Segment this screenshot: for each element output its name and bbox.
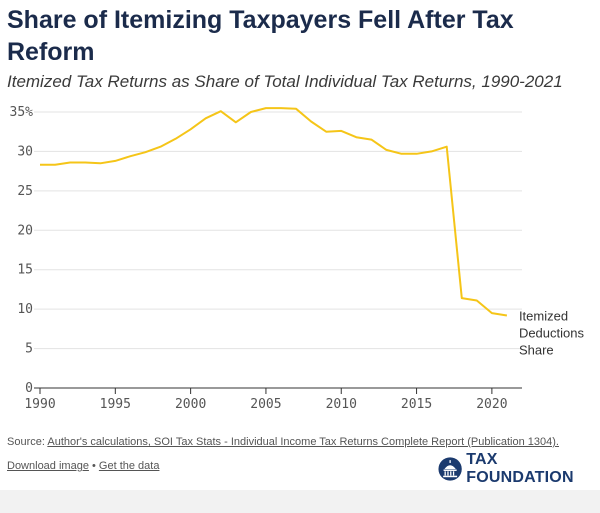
- y-tick-label: 5: [25, 342, 33, 357]
- series-label-line: Itemized: [519, 308, 568, 323]
- y-axis-ticks: 0 5 10 15 20 25 30 35%: [10, 105, 34, 396]
- series-line: [40, 107, 508, 317]
- brand-name: TAX FOUNDATION: [466, 451, 574, 486]
- download-image-link[interactable]: Download image: [7, 460, 89, 472]
- x-tick-label: 2005: [250, 397, 281, 412]
- y-tick-label: 15: [17, 263, 33, 278]
- x-tick-label: 2020: [476, 397, 507, 412]
- source-note: Source: Author's calculations, SOI Tax S…: [7, 436, 559, 448]
- x-tick-label: 2000: [175, 397, 206, 412]
- footer-links: Download image • Get the data: [7, 460, 159, 472]
- x-tick-label: 2010: [326, 397, 357, 412]
- gridlines: [34, 111, 522, 350]
- y-tick-label: 35%: [10, 105, 34, 120]
- get-data-link[interactable]: Get the data: [98, 460, 160, 472]
- chart-title: Share of Itemizing Taxpayers Fell After …: [7, 6, 514, 66]
- link-separator: •: [88, 460, 99, 472]
- x-axis-ticks: 1990 1995 2000 2005 2010 2015 2020: [24, 388, 508, 412]
- chart-subtitle: Itemized Tax Returns as Share of Total I…: [7, 72, 563, 91]
- line-chart: 0 5 10 15 20 25 30 35% 1990 1995 2000 2005 2010 2015…: [10, 105, 585, 412]
- series-label: Itemized Deductions Share: [519, 308, 585, 357]
- tax-foundation-logo: TAX FOUNDATION: [438, 451, 600, 486]
- y-tick-label: 30: [17, 144, 33, 159]
- x-tick-label: 2015: [401, 397, 432, 412]
- x-tick-label: 1990: [24, 397, 55, 412]
- x-tick-label: 1995: [100, 397, 131, 412]
- source-link[interactable]: Author's calculations, SOI Tax Stats - I…: [47, 436, 559, 448]
- series-label-line: Deductions: [519, 325, 585, 340]
- footer-bar: [0, 490, 600, 513]
- source-prefix: Source:: [7, 436, 48, 448]
- y-tick-label: 20: [17, 223, 33, 238]
- capitol-dome-icon: [438, 457, 462, 481]
- series-label-line: Share: [519, 342, 554, 357]
- series-layer: [40, 107, 508, 317]
- y-tick-label: 10: [17, 302, 33, 317]
- y-tick-label: 25: [17, 184, 33, 199]
- y-tick-label: 0: [25, 381, 33, 396]
